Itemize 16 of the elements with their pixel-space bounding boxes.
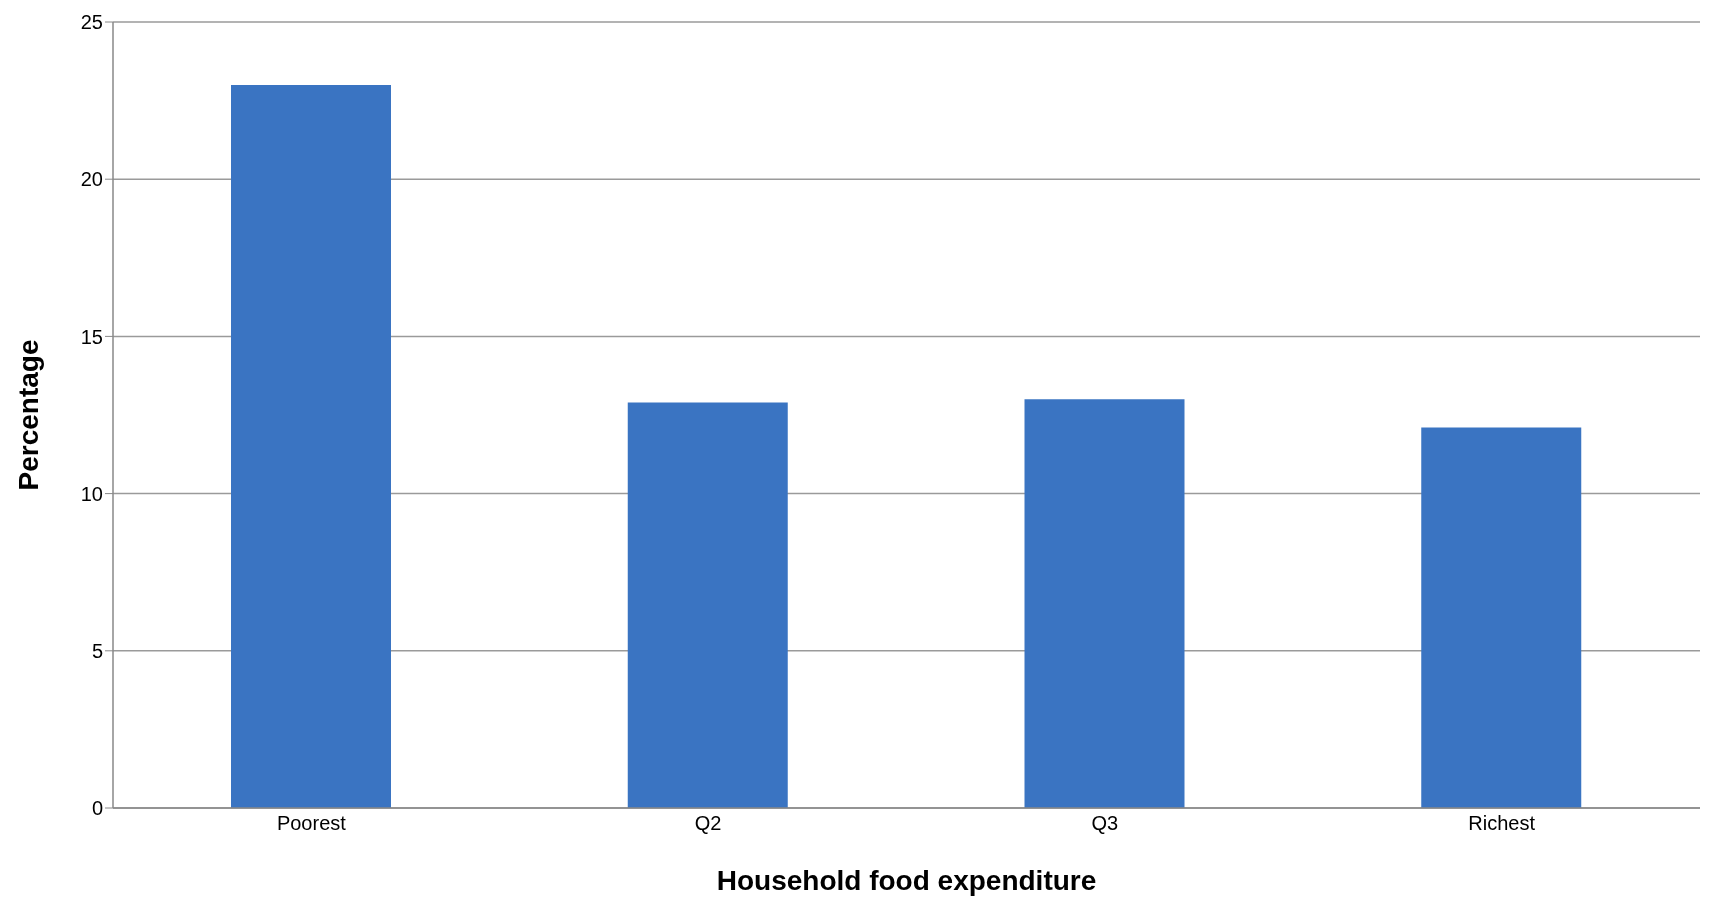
x-axis-title: Household food expenditure bbox=[716, 865, 1097, 896]
bar bbox=[231, 84, 391, 808]
bar bbox=[627, 402, 788, 808]
x-tick-label: Richest bbox=[1468, 812, 1536, 835]
y-tick-label: 5 bbox=[91, 639, 103, 662]
y-axis-title: Percentage bbox=[12, 339, 44, 491]
y-tick-label: 0 bbox=[91, 797, 103, 820]
x-tick-label: Q2 bbox=[694, 812, 722, 835]
y-tick-label: 25 bbox=[80, 11, 103, 34]
x-tick-label: Q3 bbox=[1091, 812, 1119, 835]
y-tick-label: 10 bbox=[80, 482, 103, 505]
y-tick-label: 20 bbox=[80, 168, 103, 191]
y-tick-label: 15 bbox=[80, 325, 103, 348]
bar bbox=[1024, 399, 1185, 808]
x-tick-label: Poorest bbox=[276, 812, 347, 835]
bar bbox=[1421, 427, 1582, 808]
